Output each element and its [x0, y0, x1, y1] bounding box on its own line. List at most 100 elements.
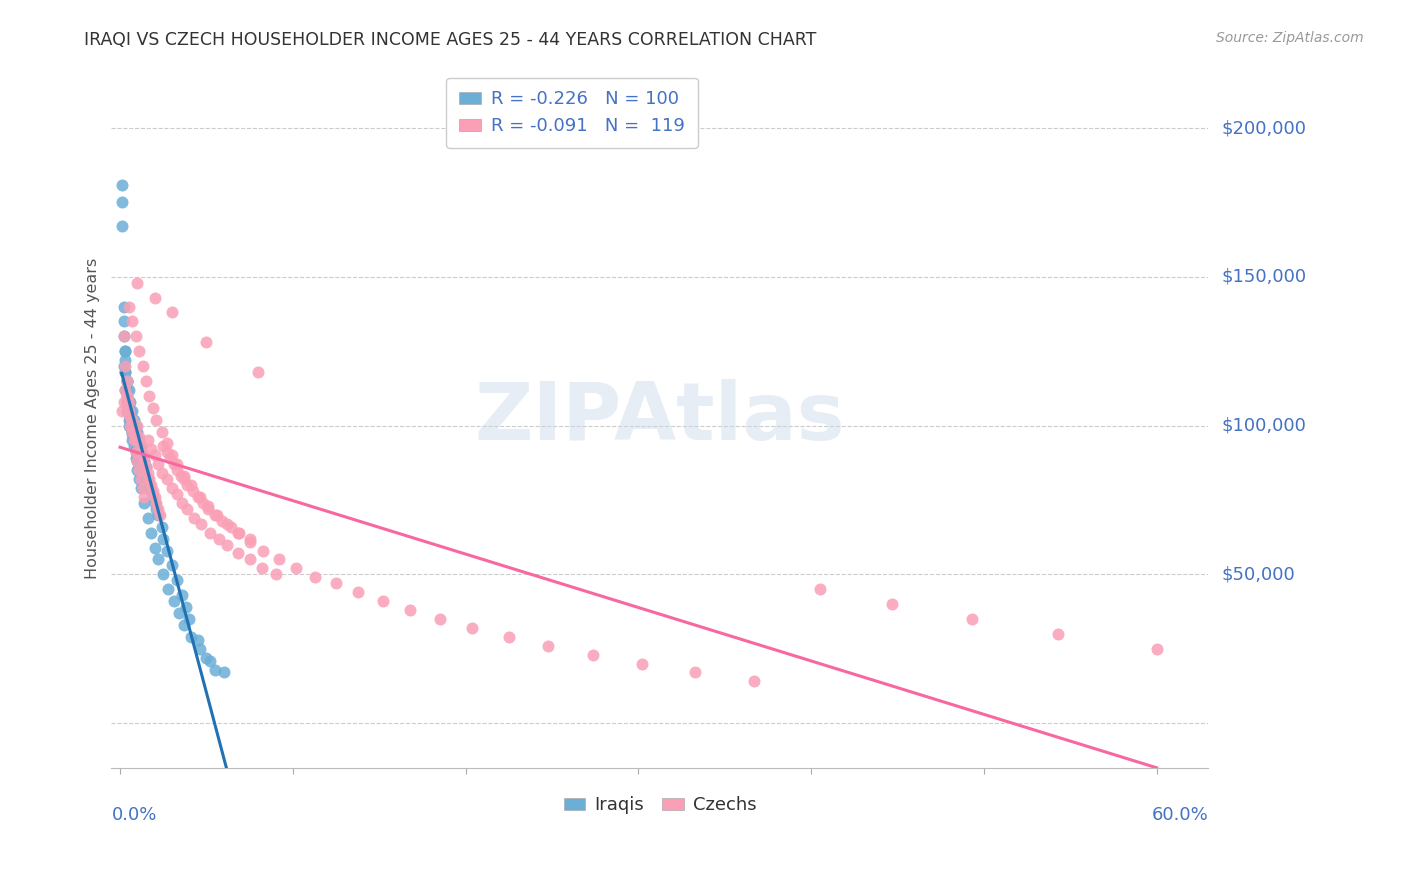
Point	[156, 445, 179, 459]
Point	[217, 516, 239, 531]
Point	[129, 472, 152, 486]
Point	[152, 567, 174, 582]
Point	[226, 525, 249, 540]
Point	[143, 490, 166, 504]
Point	[205, 508, 228, 522]
Point	[114, 344, 136, 359]
Point	[156, 436, 179, 450]
Point	[120, 418, 142, 433]
Point	[127, 276, 149, 290]
Point	[252, 543, 274, 558]
Point	[145, 501, 167, 516]
Point	[118, 383, 141, 397]
Point	[264, 567, 287, 582]
Point	[120, 418, 142, 433]
Point	[128, 463, 150, 477]
Point	[239, 534, 262, 549]
Point	[173, 469, 195, 483]
Point	[115, 394, 138, 409]
Point	[143, 496, 166, 510]
Point	[267, 552, 290, 566]
Point	[115, 374, 138, 388]
Point	[124, 425, 146, 439]
Point	[124, 434, 146, 448]
Point	[120, 418, 142, 433]
Point	[217, 537, 239, 551]
Point	[124, 451, 146, 466]
Point	[146, 457, 169, 471]
Point	[115, 374, 138, 388]
Point	[124, 418, 146, 433]
Point	[120, 409, 142, 424]
Point	[142, 401, 165, 415]
Point	[115, 374, 138, 388]
Text: ZIPAtlas: ZIPAtlas	[475, 379, 845, 457]
Text: IRAQI VS CZECH HOUSEHOLDER INCOME AGES 25 - 44 YEARS CORRELATION CHART: IRAQI VS CZECH HOUSEHOLDER INCOME AGES 2…	[84, 31, 817, 49]
Point	[131, 454, 153, 468]
Point	[122, 418, 145, 433]
Point	[134, 454, 156, 468]
Point	[429, 612, 451, 626]
Point	[135, 469, 157, 483]
Point	[1047, 627, 1070, 641]
Point	[160, 448, 183, 462]
Point	[180, 478, 202, 492]
Point	[136, 472, 159, 486]
Point	[176, 478, 198, 492]
Point	[134, 490, 156, 504]
Point	[112, 329, 135, 343]
Point	[143, 448, 166, 462]
Point	[124, 445, 146, 459]
Point	[143, 291, 166, 305]
Point	[112, 394, 135, 409]
Point	[115, 374, 138, 388]
Point	[166, 463, 188, 477]
Point	[150, 425, 173, 439]
Point	[121, 425, 143, 439]
Point	[162, 594, 184, 608]
Point	[141, 483, 163, 498]
Point	[115, 389, 138, 403]
Text: $150,000: $150,000	[1222, 268, 1306, 285]
Point	[285, 561, 308, 575]
Point	[219, 519, 242, 533]
Point	[115, 383, 138, 397]
Point	[118, 394, 141, 409]
Point	[128, 434, 150, 448]
Point	[152, 532, 174, 546]
Point	[121, 427, 143, 442]
Text: $100,000: $100,000	[1222, 417, 1306, 434]
Point	[191, 496, 214, 510]
Point	[124, 434, 146, 448]
Point	[159, 451, 181, 466]
Point	[114, 383, 136, 397]
Point	[188, 641, 211, 656]
Point	[121, 418, 143, 433]
Point	[145, 496, 167, 510]
Point	[212, 665, 235, 680]
Point	[167, 606, 190, 620]
Point	[136, 434, 159, 448]
Point	[160, 481, 183, 495]
Point	[127, 463, 149, 477]
Point	[122, 434, 145, 448]
Point	[120, 412, 142, 426]
Point	[134, 496, 156, 510]
Point	[204, 663, 226, 677]
Point	[156, 543, 179, 558]
Text: Source: ZipAtlas.com: Source: ZipAtlas.com	[1216, 31, 1364, 45]
Point	[131, 359, 153, 373]
Point	[131, 481, 153, 495]
Point	[198, 654, 221, 668]
Point	[121, 425, 143, 439]
Point	[172, 496, 194, 510]
Point	[195, 335, 218, 350]
Point	[162, 457, 184, 471]
Point	[582, 648, 605, 662]
Point	[187, 632, 209, 647]
Point	[118, 403, 141, 417]
Point	[197, 501, 219, 516]
Point	[166, 574, 188, 588]
Point	[120, 394, 142, 409]
Point	[152, 439, 174, 453]
